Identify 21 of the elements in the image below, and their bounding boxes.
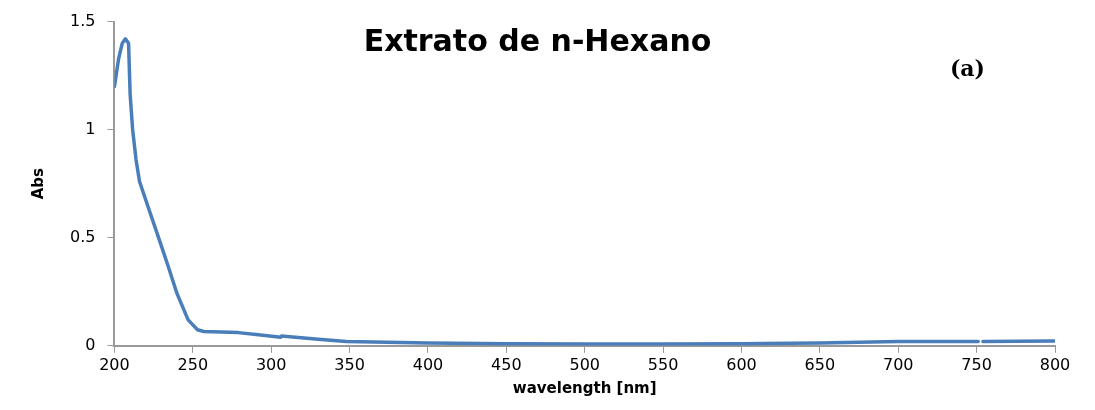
x-tick-label: 550 bbox=[647, 354, 679, 374]
x-tick-label: 450 bbox=[491, 354, 522, 374]
x-tick-label: 200 bbox=[99, 354, 130, 374]
x-tick-label: 750 bbox=[961, 354, 992, 374]
y-tick-label: 1 bbox=[85, 118, 96, 138]
chart-title: Extrato de n-Hexano bbox=[363, 23, 712, 59]
x-tick-label: 250 bbox=[177, 354, 209, 374]
x-tick-label: 350 bbox=[334, 354, 365, 374]
x-tick-label: 400 bbox=[412, 354, 444, 374]
x-tick-label: 700 bbox=[882, 354, 914, 374]
x-tick-label: 800 bbox=[1039, 354, 1071, 374]
x-tick-label: 650 bbox=[804, 354, 836, 374]
y-tick-label: 0.5 bbox=[69, 226, 96, 246]
y-tick-label: 1.5 bbox=[69, 10, 96, 30]
y-tick-label: 0 bbox=[85, 334, 96, 354]
x-axis-title: wavelength [nm] bbox=[512, 378, 657, 397]
x-tick-label: 300 bbox=[255, 354, 287, 374]
annotation: (a) bbox=[949, 55, 985, 81]
x-tick-label: 600 bbox=[726, 354, 757, 374]
x-tick-label: 500 bbox=[569, 354, 600, 374]
y-axis-title: Abs bbox=[28, 167, 47, 200]
